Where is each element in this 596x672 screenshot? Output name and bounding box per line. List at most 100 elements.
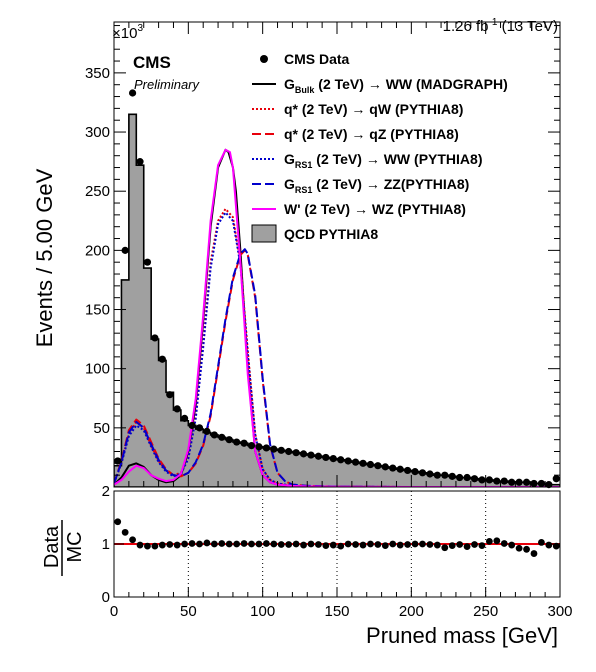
ratio-point xyxy=(523,545,530,553)
x-tick-label: 200 xyxy=(399,603,424,620)
legend-data-label: CMS Data xyxy=(284,51,350,67)
ratio-point xyxy=(196,540,203,548)
y-tick-label: 350 xyxy=(85,65,110,82)
data-point xyxy=(314,452,323,460)
data-point xyxy=(166,391,174,399)
ratio-point xyxy=(367,540,374,548)
ratio-point xyxy=(292,540,300,548)
ratio-point xyxy=(337,542,345,550)
data-point xyxy=(210,431,218,439)
ratio-point xyxy=(121,528,129,536)
ratio-point xyxy=(144,542,151,550)
ratio-point xyxy=(322,542,330,549)
data-point xyxy=(329,455,337,463)
ratio-point xyxy=(262,540,270,547)
ratio-point xyxy=(426,541,434,548)
ratio-point xyxy=(411,540,419,548)
data-point xyxy=(537,479,546,488)
main-y-axis-title: Events / 5.00 GeV xyxy=(32,168,57,347)
data-point xyxy=(218,433,226,441)
data-point xyxy=(322,453,330,462)
ratio-point xyxy=(248,540,255,548)
data-point xyxy=(478,476,486,484)
legend-bulk-label: GBulk (2 TeV) → WW (MADGRAPH) xyxy=(284,76,508,95)
ratio-point xyxy=(114,518,122,526)
ratio-y-numerator: Data xyxy=(41,525,63,568)
ratio-point xyxy=(389,540,397,548)
ratio-y-axis-title: Data MC xyxy=(41,520,86,576)
data-point xyxy=(351,458,360,466)
legend-qz-label: q* (2 TeV) → qZ (PYTHIA8) xyxy=(284,126,459,142)
ratio-point xyxy=(352,541,359,548)
data-point xyxy=(485,476,493,484)
ratio-point xyxy=(381,542,389,549)
ratio-point xyxy=(300,541,307,549)
data-point xyxy=(143,258,152,266)
data-point xyxy=(404,466,412,475)
legend-qcd-box xyxy=(251,224,277,243)
x-tick-label: 150 xyxy=(324,603,349,620)
data-point xyxy=(418,469,427,477)
ratio-point xyxy=(448,542,456,549)
data-point xyxy=(411,468,419,476)
ratio-y-tick-label: 1 xyxy=(102,536,110,553)
y-tick-label: 250 xyxy=(85,183,110,200)
data-point xyxy=(285,447,293,456)
main-plot-panel: 50 100 150 200 250 300 350 xyxy=(85,21,561,489)
ratio-point xyxy=(404,541,412,548)
ratio-point xyxy=(478,542,486,549)
ratio-point xyxy=(173,541,181,549)
data-point xyxy=(552,475,560,483)
ratio-point xyxy=(203,539,211,547)
data-point xyxy=(270,445,278,453)
data-point xyxy=(389,464,397,472)
legend: CMS Data GBulk (2 TeV) → WW (MADGRAPH) q… xyxy=(251,51,508,243)
y-tick-label: 100 xyxy=(85,361,110,378)
data-point xyxy=(456,473,464,482)
legend-qcd-label: QCD PYTHIA8 xyxy=(284,226,378,242)
data-point xyxy=(441,471,449,479)
ratio-point xyxy=(166,541,174,548)
data-point xyxy=(307,451,315,459)
ratio-point xyxy=(441,544,449,552)
data-points xyxy=(114,89,560,489)
legend-data-marker xyxy=(260,55,268,63)
x-axis-title: Pruned mass [GeV] xyxy=(366,623,558,648)
data-point xyxy=(225,436,233,444)
ratio-point xyxy=(530,550,538,557)
ratio-plot-panel: 0 1 2 0 50 100 150 200 250 300 xyxy=(102,483,573,620)
x-tick-label: 100 xyxy=(250,603,275,620)
data-point xyxy=(366,460,375,469)
data-point xyxy=(240,439,248,447)
qcd-histogram xyxy=(114,113,560,487)
ratio-point xyxy=(240,540,248,547)
data-point xyxy=(195,424,204,432)
x-tick-label: 50 xyxy=(180,603,197,620)
data-point xyxy=(530,479,538,488)
y-tick-label: 300 xyxy=(85,124,110,141)
data-point xyxy=(136,158,144,166)
data-point xyxy=(515,478,523,486)
data-point xyxy=(158,355,166,363)
signal-curve-5 xyxy=(114,148,560,487)
ratio-point xyxy=(493,537,501,545)
ratio-point xyxy=(500,540,508,547)
ratio-points xyxy=(114,518,560,557)
data-point xyxy=(470,475,479,483)
ratio-point xyxy=(456,541,464,548)
ratio-point xyxy=(463,543,471,551)
data-point xyxy=(128,89,137,97)
ratio-point xyxy=(218,540,226,547)
ratio-y-tick-label: 0 xyxy=(102,589,110,606)
data-point xyxy=(299,450,308,458)
ratio-point xyxy=(396,541,404,549)
ratio-point xyxy=(129,536,136,544)
y-tick-label: 150 xyxy=(85,302,110,319)
ratio-y-denominator: MC xyxy=(64,531,86,562)
cms-label: CMS xyxy=(133,53,171,72)
ratio-point xyxy=(508,541,516,549)
data-point xyxy=(262,444,270,452)
ratio-point xyxy=(433,541,441,549)
data-point xyxy=(433,471,441,479)
ratio-point xyxy=(329,541,337,549)
